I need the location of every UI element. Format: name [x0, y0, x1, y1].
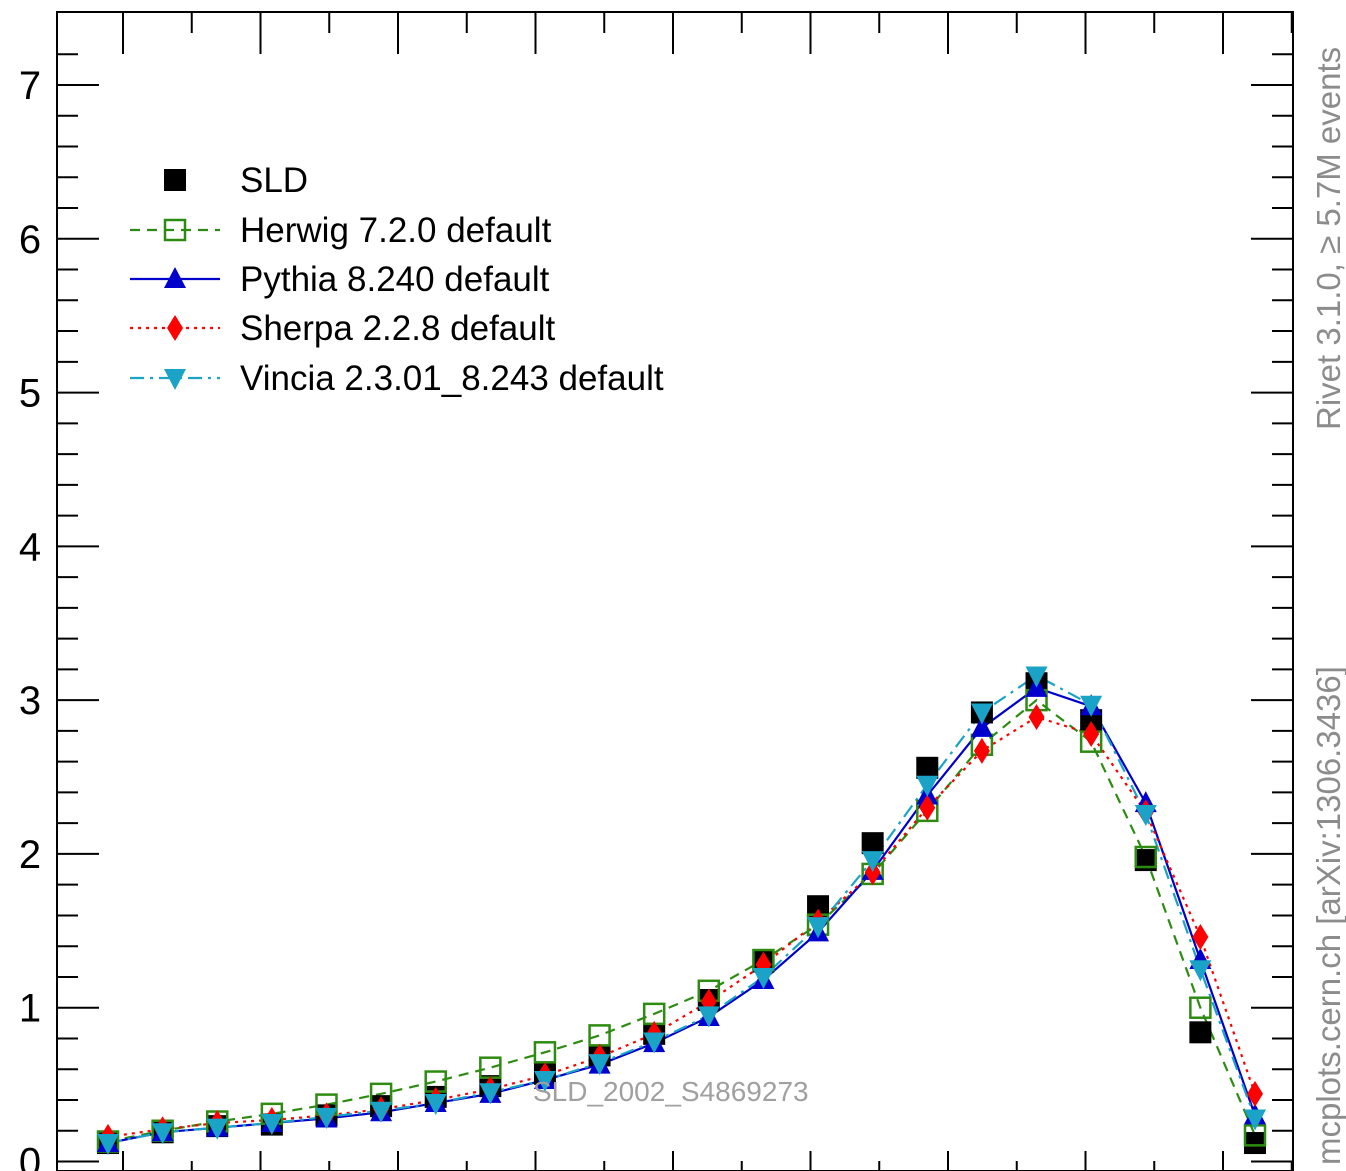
data-point	[807, 895, 830, 918]
analysis-id-label: SLD_2002_S4869273	[533, 1076, 809, 1107]
data-point	[588, 1054, 611, 1076]
series-lines	[107, 674, 1257, 1145]
data-point	[861, 851, 884, 873]
legend-label: Herwig 7.2.0 default	[240, 211, 552, 250]
data-point	[1083, 720, 1100, 747]
series-line-2	[107, 686, 1257, 1145]
data-point	[479, 1056, 502, 1079]
axis-ticks	[57, 12, 1293, 1171]
events-label: Rivet 3.1.0, ≥ 5.7M events	[1310, 47, 1346, 430]
data-point	[1134, 804, 1157, 826]
data-point	[151, 1123, 174, 1145]
data-point	[1134, 849, 1157, 872]
plot-frame	[56, 11, 1294, 1171]
data-point	[588, 1024, 611, 1047]
legend-marker	[164, 169, 186, 191]
data-point	[970, 715, 993, 737]
data-point	[1189, 1021, 1212, 1044]
data-point	[916, 775, 939, 797]
y-tick-label: 1	[19, 987, 41, 1031]
data-point	[97, 1134, 119, 1156]
data-point	[916, 756, 939, 779]
data-point	[864, 859, 881, 886]
data-point	[370, 1101, 393, 1123]
legend-marker	[167, 315, 183, 341]
y-tick-label: 4	[19, 525, 41, 569]
data-point	[1189, 996, 1212, 1019]
data-point	[1028, 704, 1045, 731]
y-tick-label: 3	[19, 679, 41, 723]
y-tick-label: 2	[19, 833, 41, 877]
data-point	[970, 703, 993, 725]
y-tick-label: 5	[19, 372, 41, 416]
data-point	[1080, 695, 1103, 717]
data-point	[260, 1114, 283, 1136]
y-tick-label: 7	[19, 64, 41, 108]
series-markers	[96, 666, 1267, 1156]
data-point	[973, 737, 990, 764]
data-point	[807, 917, 830, 939]
legend-marker	[164, 369, 186, 390]
data-point	[1189, 960, 1212, 982]
data-point	[424, 1094, 447, 1116]
data-point	[697, 1006, 720, 1028]
data-point	[1192, 923, 1209, 950]
data-point	[1244, 1132, 1266, 1155]
data-point	[861, 832, 884, 855]
legend-marker	[164, 267, 186, 288]
y-tick-labels: 0 1 2 3 4 5 6 7	[19, 64, 41, 1171]
series-line-1	[107, 698, 1257, 1143]
legend-label: Sherpa 2.2.8 default	[240, 309, 556, 348]
series-line-4	[107, 674, 1257, 1145]
data-point	[533, 1041, 557, 1064]
legend-marker	[163, 218, 187, 242]
y-tick-label: 0	[19, 1141, 41, 1171]
data-point	[1025, 666, 1048, 688]
legend-label: Pythia 8.240 default	[240, 260, 550, 299]
legend: SLD Herwig 7.2.0 default Pythia 8.240 defa…	[130, 161, 664, 398]
series-line-3	[107, 715, 1257, 1138]
data-point	[1247, 1080, 1263, 1107]
data-point	[752, 967, 775, 989]
data-point	[643, 1032, 666, 1054]
legend-label: SLD	[240, 161, 308, 200]
data-point	[1134, 845, 1158, 869]
y-tick-label: 6	[19, 218, 41, 262]
data-point	[1244, 1109, 1266, 1131]
legend-label: Vincia 2.3.01_8.243 default	[240, 359, 664, 398]
data-point	[315, 1107, 338, 1129]
data-point	[919, 794, 936, 821]
data-point	[479, 1083, 502, 1105]
data-point	[533, 1070, 556, 1092]
data-point	[206, 1118, 229, 1140]
source-label: mcplots.cern.ch [arXiv:1306.3436]	[1310, 666, 1346, 1165]
